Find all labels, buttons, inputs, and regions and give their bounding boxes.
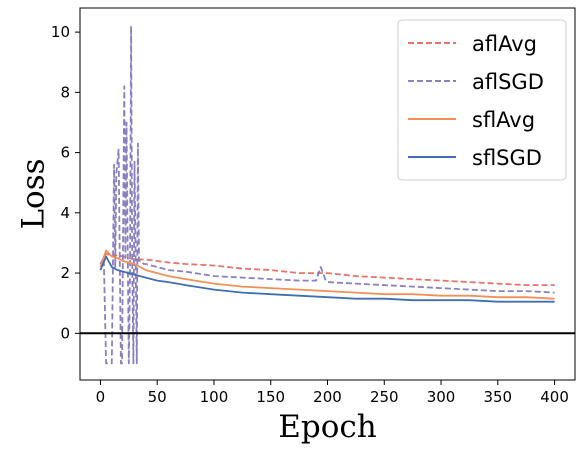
y-tick-label: 2 xyxy=(60,264,70,282)
x-tick-label: 400 xyxy=(540,388,569,406)
x-tick-label: 350 xyxy=(483,388,512,406)
x-tick-label: 300 xyxy=(427,388,456,406)
y-tick-label: 8 xyxy=(60,83,70,101)
x-tick-label: 200 xyxy=(313,388,342,406)
legend-label-sflAvg: sflAvg xyxy=(472,108,535,132)
x-tick-label: 0 xyxy=(96,388,106,406)
y-tick-label: 0 xyxy=(60,324,70,342)
y-tick-label: 4 xyxy=(60,204,70,222)
y-axis-ticks: 0 2 4 6 8 10 xyxy=(51,23,80,342)
y-tick-label: 10 xyxy=(51,23,70,41)
legend-box xyxy=(397,19,567,181)
x-tick-label: 150 xyxy=(256,388,285,406)
series-line-sflAvg xyxy=(99,249,555,300)
x-tick-label: 50 xyxy=(148,388,167,406)
x-axis-label: Epoch xyxy=(278,409,376,445)
legend: aflAvg aflSGD sflAvg sflSGD xyxy=(397,19,567,181)
series-lines xyxy=(99,25,555,365)
series-line-sflSGD xyxy=(99,255,555,303)
x-tick-label: 100 xyxy=(200,388,229,406)
legend-label-aflSGD: aflSGD xyxy=(472,70,544,94)
legend-label-sflSGD: sflSGD xyxy=(472,146,542,170)
series-line-aflSGD xyxy=(99,25,555,365)
y-axis-label: Loss xyxy=(16,158,52,229)
x-axis-ticks: 0 50 100 150 200 250 300 350 400 xyxy=(96,380,569,406)
legend-label-aflAvg: aflAvg xyxy=(472,32,537,56)
y-tick-label: 6 xyxy=(60,144,70,162)
x-tick-label: 250 xyxy=(370,388,399,406)
